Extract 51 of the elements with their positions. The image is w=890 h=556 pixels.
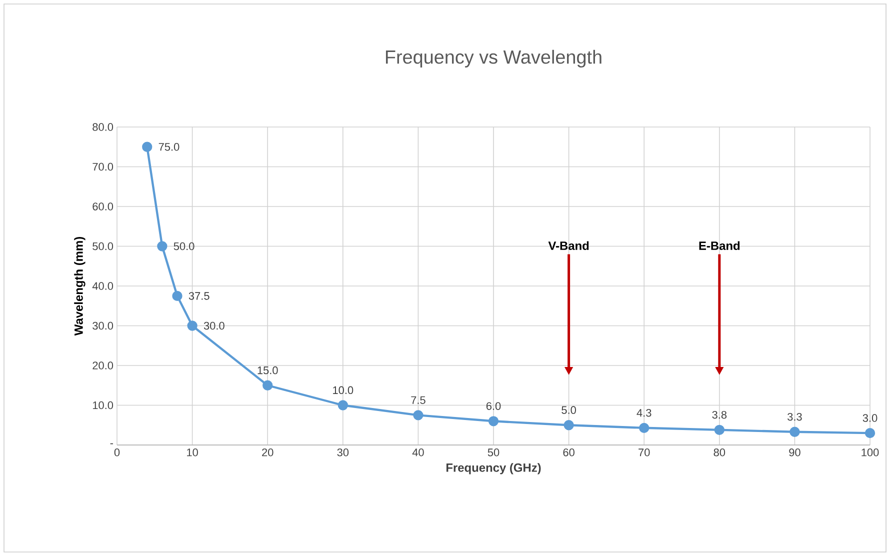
data-label: 7.5 bbox=[411, 396, 426, 404]
data-label: 75.0 bbox=[158, 143, 180, 151]
point bbox=[338, 400, 348, 410]
point bbox=[157, 241, 168, 252]
x-tick-label: 90 bbox=[789, 448, 800, 456]
x-tick-label: 0 bbox=[114, 448, 120, 456]
point bbox=[864, 428, 876, 438]
point bbox=[639, 422, 650, 433]
y-axis-title: Wavelength (mm) bbox=[74, 237, 86, 336]
y-tick-label: 50.0 bbox=[92, 242, 114, 250]
y-tick-label: 60.0 bbox=[92, 202, 114, 210]
y-tick-label: 70.0 bbox=[92, 162, 114, 171]
point bbox=[790, 426, 800, 437]
x-tick-label: 70 bbox=[638, 448, 650, 456]
point bbox=[413, 410, 424, 420]
point bbox=[564, 420, 574, 430]
chart-title: Frequency vs Wavelength bbox=[386, 50, 602, 68]
point bbox=[172, 290, 182, 302]
data-label: 3.3 bbox=[788, 412, 802, 421]
x-tick-label: 50 bbox=[488, 448, 500, 456]
point bbox=[187, 320, 198, 331]
x-tick-label: 20 bbox=[262, 448, 274, 456]
y-tick-label: 10.0 bbox=[92, 401, 114, 410]
data-label: 15.0 bbox=[258, 366, 278, 374]
y-tick-label: 30.0 bbox=[92, 322, 114, 330]
data-label: 6.0 bbox=[486, 402, 501, 410]
x-tick-label: 30 bbox=[337, 448, 349, 456]
y-tick-label: 80.0 bbox=[92, 123, 114, 131]
point bbox=[488, 416, 499, 426]
x-tick-label: 100 bbox=[862, 448, 879, 456]
data-label: 5.0 bbox=[562, 406, 576, 414]
x-tick-label: 40 bbox=[412, 448, 424, 456]
data-label: 30.0 bbox=[204, 322, 224, 330]
data-label: 3.8 bbox=[712, 410, 727, 419]
data-label: 10.0 bbox=[333, 386, 354, 394]
data-label: 37.5 bbox=[188, 292, 210, 300]
y-tick-label: 20.0 bbox=[92, 362, 114, 370]
point bbox=[142, 142, 152, 152]
x-tick-label: 80 bbox=[714, 448, 726, 456]
data-label: 50.0 bbox=[174, 242, 194, 250]
x-tick-label: 10 bbox=[187, 448, 198, 456]
y-tick-label: - bbox=[110, 443, 113, 444]
data-label: 4.3 bbox=[636, 408, 652, 417]
data-label: 3.0 bbox=[862, 414, 878, 422]
x-axis-title: Frequency (GHz) bbox=[446, 463, 541, 474]
annotation: V-Band bbox=[548, 241, 589, 250]
annotation: E-Band bbox=[699, 241, 740, 250]
y-tick-label: 40.0 bbox=[92, 282, 114, 290]
point bbox=[714, 424, 724, 435]
x-tick-label: 60 bbox=[563, 448, 574, 456]
point bbox=[262, 380, 273, 390]
